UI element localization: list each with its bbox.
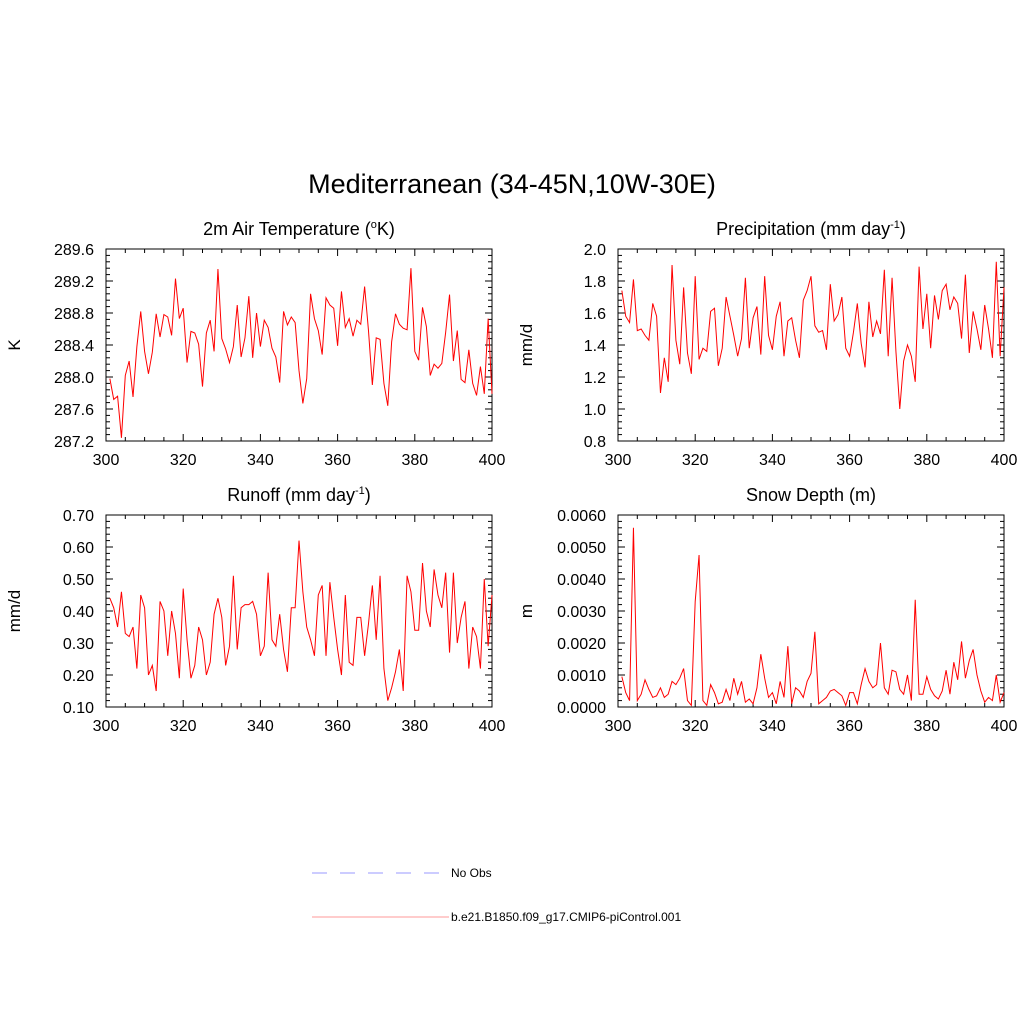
runoff-panel: Runoff (mm day-1) mm/d 300 320 340 360 380 400 0… <box>5 485 505 735</box>
snow-depth-xtick-label: 380 <box>913 718 940 735</box>
runoff-series-line <box>109 540 493 701</box>
temperature-xtick-label: 360 <box>324 452 351 469</box>
temperature-frame <box>105 248 493 442</box>
precipitation-xtick-label: 340 <box>759 452 786 469</box>
temperature-ytick-label: 287.6 <box>54 402 94 419</box>
precipitation-panel: Precipitation (mm day-1) mm/d 300 320 340 360… <box>517 219 1017 469</box>
legend-label-1: No Obs <box>451 866 492 880</box>
snow-depth-ytick-label: 0.0000 <box>557 700 606 717</box>
precipitation-ytick-label: 1.2 <box>584 370 606 387</box>
runoff-xtick-label: 400 <box>479 718 506 735</box>
temperature-ytick-label: 289.2 <box>54 274 94 291</box>
precipitation-xtick-label: 400 <box>991 452 1018 469</box>
precipitation-title: Precipitation (mm day-1) <box>716 219 906 239</box>
temperature-ytick-label: 288.0 <box>54 370 94 387</box>
snow-depth-xtick-label: 300 <box>605 718 632 735</box>
temperature-ytick-label: 288.8 <box>54 306 94 323</box>
temperature-xtick-label: 320 <box>170 452 197 469</box>
snow-depth-xtick-label: 320 <box>682 718 709 735</box>
snow-depth-ytick-label: 0.0030 <box>557 604 606 621</box>
runoff-xtick-label: 380 <box>401 718 428 735</box>
runoff-ytick-label: 0.30 <box>63 636 94 653</box>
runoff-ytick-label: 0.50 <box>63 572 94 589</box>
legend: No Obs b.e21.B1850.f09_g17.CMIP6-piContro… <box>312 866 681 924</box>
snow-depth-xtick-label: 400 <box>991 718 1018 735</box>
precipitation-ytick-label: 1.6 <box>584 306 606 323</box>
temperature-series-line <box>109 268 493 438</box>
runoff-xtick-label: 340 <box>247 718 274 735</box>
precipitation-ytick-label: 1.8 <box>584 274 606 291</box>
panels: 2m Air Temperature (oK) K 300 320 340 360 380 4… <box>5 219 1017 735</box>
runoff-ytick-label: 0.60 <box>63 540 94 557</box>
temperature-ylabel: K <box>5 339 24 351</box>
precipitation-ytick-label: 0.8 <box>584 434 606 451</box>
snow-depth-series-line <box>621 527 1005 707</box>
snow-depth-ytick-label: 0.0040 <box>557 572 606 589</box>
temperature-ytick-label: 287.2 <box>54 434 94 451</box>
snow-depth-xtick-label: 360 <box>836 718 863 735</box>
precipitation-series-line <box>621 261 1005 410</box>
temperature-ytick-label: 288.4 <box>54 338 94 355</box>
legend-label-2: b.e21.B1850.f09_g17.CMIP6-piControl.001 <box>451 910 681 924</box>
runoff-ytick-label: 0.70 <box>63 508 94 525</box>
snow-depth-ylabel: m <box>517 604 536 618</box>
snow-depth-ytick-label: 0.0020 <box>557 636 606 653</box>
runoff-xtick-label: 360 <box>324 718 351 735</box>
precipitation-xtick-label: 380 <box>913 452 940 469</box>
snow-depth-ytick-label: 0.0010 <box>557 668 606 685</box>
precipitation-ytick-label: 2.0 <box>584 242 606 259</box>
precipitation-xtick-label: 320 <box>682 452 709 469</box>
runoff-ytick-label: 0.20 <box>63 668 94 685</box>
temperature-xtick-label: 400 <box>479 452 506 469</box>
runoff-xtick-label: 320 <box>170 718 197 735</box>
precipitation-xtick-label: 300 <box>605 452 632 469</box>
snow-depth-title: Snow Depth (m) <box>746 485 876 505</box>
temperature-panel: 2m Air Temperature (oK) K 300 320 340 360 380 4… <box>5 219 505 469</box>
main-title: Mediterranean (34-45N,10W-30E) <box>308 169 716 199</box>
snow-depth-panel: Snow Depth (m) m 300 320 340 360 380 400 0.0000 0… <box>517 485 1017 735</box>
runoff-ytick-label: 0.10 <box>63 700 94 717</box>
precipitation-ylabel: mm/d <box>517 324 536 367</box>
runoff-title: Runoff (mm day-1) <box>227 485 371 505</box>
precipitation-xtick-label: 360 <box>836 452 863 469</box>
runoff-xtick-label: 300 <box>93 718 120 735</box>
precipitation-ytick-label: 1.0 <box>584 402 606 419</box>
snow-depth-frame <box>617 514 1005 708</box>
snow-depth-ytick-label: 0.0060 <box>557 508 606 525</box>
temperature-xtick-label: 300 <box>93 452 120 469</box>
snow-depth-ytick-label: 0.0050 <box>557 540 606 557</box>
precipitation-ytick-label: 1.4 <box>584 338 606 355</box>
snow-depth-xtick-label: 340 <box>759 718 786 735</box>
runoff-ytick-label: 0.40 <box>63 604 94 621</box>
temperature-xtick-label: 340 <box>247 452 274 469</box>
temperature-xtick-label: 380 <box>401 452 428 469</box>
runoff-ylabel: mm/d <box>5 590 24 633</box>
temperature-ytick-label: 289.6 <box>54 242 94 259</box>
temperature-title: 2m Air Temperature (oK) <box>203 219 395 239</box>
